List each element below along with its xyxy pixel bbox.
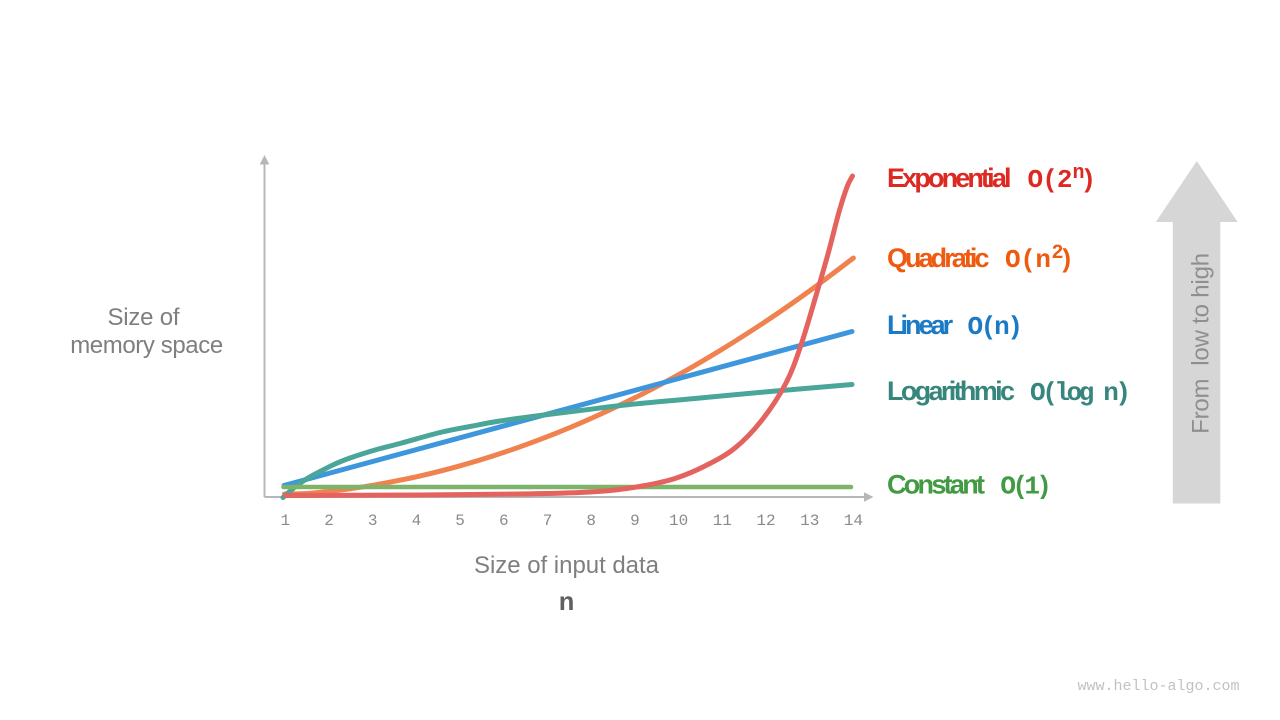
- svg-text:www.hello-algo.com: www.hello-algo.com: [1078, 678, 1240, 695]
- svg-text:Constant: Constant: [887, 470, 985, 500]
- svg-text:O(2: O(2: [1028, 165, 1073, 195]
- svg-text:Size of input data: Size of input data: [474, 552, 660, 579]
- svg-text:11: 11: [713, 512, 732, 530]
- svg-text:From low to high: From low to high: [1188, 253, 1215, 434]
- svg-text:1: 1: [280, 512, 290, 530]
- svg-text:Logarithmic: Logarithmic: [887, 376, 1015, 406]
- svg-text:8: 8: [586, 512, 596, 530]
- svg-text:9: 9: [630, 512, 640, 530]
- svg-text:6: 6: [499, 512, 509, 530]
- svg-text:): ): [1059, 245, 1075, 275]
- svg-text:memory space: memory space: [70, 332, 223, 359]
- svg-text:O(log n): O(log n): [1030, 378, 1131, 408]
- svg-text:n: n: [1073, 162, 1085, 185]
- svg-text:): ): [1081, 165, 1097, 195]
- svg-text:10: 10: [669, 512, 688, 530]
- svg-text:Size of: Size of: [108, 304, 180, 331]
- svg-text:O(n: O(n: [1005, 245, 1051, 275]
- svg-text:13: 13: [800, 512, 819, 530]
- svg-text:2: 2: [1052, 242, 1064, 265]
- svg-text:14: 14: [844, 512, 863, 530]
- svg-text:Exponential: Exponential: [887, 163, 1012, 193]
- svg-text:4: 4: [412, 512, 422, 530]
- svg-text:2: 2: [324, 512, 334, 530]
- svg-text:n: n: [559, 588, 575, 618]
- svg-text:7: 7: [543, 512, 553, 530]
- svg-text:O(n): O(n): [968, 312, 1024, 342]
- svg-text:Linear: Linear: [887, 310, 954, 340]
- svg-text:5: 5: [455, 512, 465, 530]
- svg-text:12: 12: [756, 512, 775, 530]
- svg-text:Quadratic: Quadratic: [887, 243, 990, 273]
- svg-text:O(1): O(1): [1000, 472, 1052, 502]
- svg-text:3: 3: [368, 512, 378, 530]
